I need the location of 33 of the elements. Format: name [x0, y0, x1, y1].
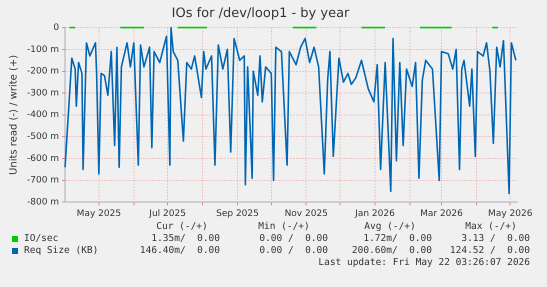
text: Max (-/+) [464, 221, 518, 233]
text: 0.00 / 0.00 [258, 245, 328, 257]
y-tick-label: -500 m [26, 132, 60, 142]
text: 0.00 / 0.00 [258, 233, 328, 245]
legend-label: IO/sec [24, 233, 58, 245]
text: Avg (-/+) [363, 221, 417, 233]
text: 1.35m/ 0.00 [150, 233, 220, 245]
y-tick-label: -200 m [26, 66, 60, 77]
y-tick-label: -800 m [26, 198, 60, 208]
text: 1.72m/ 0.00 [362, 233, 432, 245]
legend-label: Req Size (KB) [24, 245, 98, 257]
y-tick-label: -600 m [26, 154, 60, 164]
x-tick-label: Jan 2026 [354, 208, 396, 219]
y-tick-label: -300 m [26, 88, 60, 98]
x-tick-label: Jul 2025 [148, 208, 186, 219]
chart-title: IOs for /dev/loop1 - by year [172, 6, 350, 22]
text: Last update: Fri May 22 03:26:07 2026 [317, 257, 530, 269]
y-tick-label: -700 m [26, 176, 60, 186]
text: Min (-/+) [257, 221, 311, 233]
y-tick-label: -100 m [26, 44, 60, 55]
text: Cur (-/+) [155, 221, 209, 233]
y-tick-label: 0 [53, 22, 60, 33]
y-tick-label: -400 m [26, 110, 60, 120]
text: 146.40m/ 0.00 [138, 245, 220, 257]
y-axis-title: Units read (-) / write (+) [8, 54, 20, 175]
x-tick-label: May 2025 [76, 208, 122, 219]
x-tick-label: May 2026 [488, 208, 533, 219]
text: 3.13 / 0.00 [460, 233, 530, 245]
x-tick-label: Nov 2025 [284, 208, 328, 219]
text: 200.60m/ 0.00 [350, 245, 432, 257]
text: 124.52 / 0.00 [448, 245, 530, 257]
x-tick-label: Mar 2026 [420, 208, 464, 219]
x-tick-label: Sep 2025 [216, 208, 259, 219]
